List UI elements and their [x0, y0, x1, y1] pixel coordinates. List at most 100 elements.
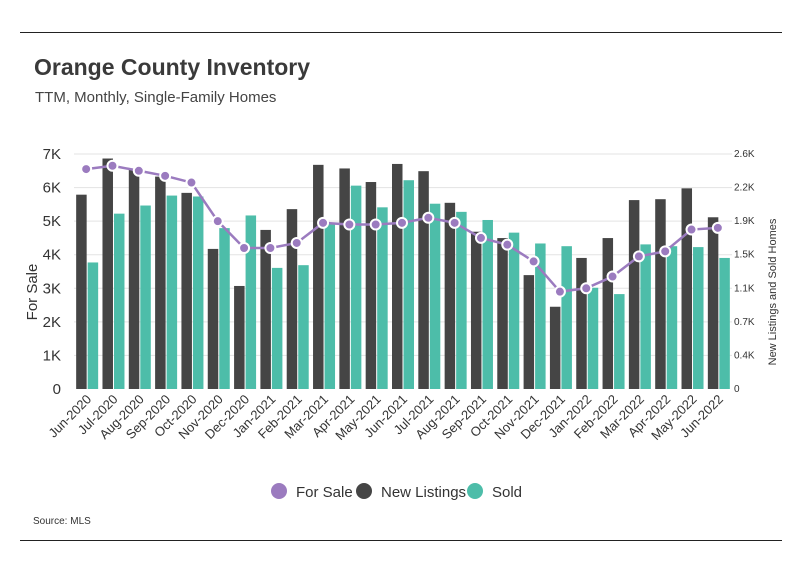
legend-label: Sold — [492, 484, 522, 501]
new-listings-bar — [549, 306, 561, 389]
legend-label: For Sale — [296, 484, 353, 501]
for-sale-point — [185, 176, 198, 189]
left-tick-label: 0 — [53, 381, 61, 398]
new-listings-bar — [102, 158, 113, 389]
right-axis-title: New Listings and Sold Homes — [767, 218, 779, 365]
sold-bar — [377, 207, 388, 389]
sold-bar — [140, 205, 151, 389]
for-sale-point — [422, 211, 435, 224]
for-sale-point — [106, 159, 119, 172]
sold-bar — [482, 219, 493, 389]
new-listings-bar — [128, 169, 140, 389]
sold-bar — [113, 213, 125, 389]
for-sale-line — [80, 159, 724, 298]
new-listings-bar — [339, 168, 350, 389]
for-sale-point — [474, 231, 487, 244]
sold-bar — [298, 265, 309, 389]
new-listings-bar — [444, 202, 456, 389]
left-tick-label: 3K — [43, 280, 61, 297]
for-sale-point — [317, 216, 330, 229]
for-sale-point — [580, 282, 593, 295]
new-listings-bar — [628, 200, 640, 389]
right-tick-label: 0.7K — [734, 317, 755, 328]
sold-bar — [587, 287, 599, 389]
sold-bar — [614, 294, 625, 389]
for-sale-point — [606, 270, 619, 283]
bottom-rule — [20, 540, 782, 541]
new-listings-bar — [286, 209, 298, 389]
for-sale-point — [159, 169, 172, 182]
for-sale-point — [80, 163, 93, 176]
for-sale-point — [501, 238, 514, 251]
new-listings-bar — [207, 248, 219, 389]
new-listings-bar — [707, 217, 719, 389]
chart-title: Orange County Inventory — [34, 54, 311, 80]
new-listings-bar — [392, 163, 403, 389]
left-tick-label: 5K — [43, 213, 61, 230]
sold-bar — [219, 228, 230, 389]
for-sale-point — [632, 250, 645, 263]
sold-bar — [403, 180, 414, 389]
new-listings-bar — [576, 257, 587, 389]
right-tick-label: 1.1K — [734, 283, 755, 294]
new-listings-bar — [76, 194, 87, 389]
sold-bar — [693, 247, 704, 389]
new-listings-bar — [234, 285, 245, 389]
new-listings-bar — [418, 171, 429, 389]
left-tick-label: 2K — [43, 314, 61, 331]
for-sale-point — [659, 245, 672, 258]
sold-bar — [271, 267, 283, 389]
left-tick-label: 6K — [43, 180, 61, 197]
sold-bar — [166, 195, 178, 389]
right-axis-ticks: 0 0.4K 0.7K 1.1K 1.5K 1.9K 2.2K 2.6K — [734, 149, 755, 395]
sold-bar — [245, 215, 257, 389]
right-tick-label: 0 — [734, 384, 740, 395]
new-listings-bar — [181, 192, 192, 389]
top-rule — [20, 32, 782, 33]
sold-bar — [719, 257, 730, 389]
left-axis-ticks: 0 1K 2K 3K 4K 5K 6K 7K — [43, 146, 61, 398]
sold-bar — [324, 223, 336, 389]
sold-bar — [87, 262, 99, 389]
left-tick-label: 4K — [43, 247, 61, 264]
for-sale-point — [238, 242, 251, 254]
for-sale-point — [711, 221, 724, 234]
new-listings-bar — [497, 238, 508, 389]
for-sale-point — [396, 216, 408, 229]
for-sale-point — [685, 223, 698, 236]
new-listings-bar — [602, 238, 614, 389]
right-tick-label: 1.9K — [734, 216, 755, 227]
right-tick-label: 2.6K — [734, 149, 755, 160]
chart-subtitle: TTM, Monthly, Single-Family Homes — [35, 89, 277, 106]
sold-bar — [456, 211, 467, 389]
sold-bar — [508, 232, 520, 389]
sold-bar — [192, 196, 204, 389]
sold-bar — [429, 203, 441, 389]
new-listings-bar — [470, 231, 482, 389]
for-sale-point — [553, 285, 566, 298]
new-listings-bar — [655, 199, 666, 389]
legend-marker — [271, 483, 287, 499]
bars — [76, 158, 730, 389]
sold-bar — [640, 244, 651, 389]
new-listings-bar — [365, 182, 377, 389]
for-sale-point — [527, 255, 540, 268]
sold-bar — [535, 243, 546, 389]
new-listings-bar — [260, 229, 271, 389]
for-sale-point — [290, 236, 303, 249]
new-listings-bar — [523, 275, 535, 389]
for-sale-point — [264, 242, 277, 254]
for-sale-point — [343, 218, 356, 231]
for-sale-point — [132, 164, 145, 177]
new-listings-bar — [681, 188, 693, 389]
left-axis-title: For Sale — [24, 264, 41, 321]
legend: For Sale New Listings Sold — [271, 483, 522, 501]
for-sale-point — [211, 215, 224, 228]
legend-marker — [356, 483, 372, 499]
left-tick-label: 1K — [43, 347, 61, 364]
sold-bar — [666, 246, 678, 389]
sold-bar — [350, 185, 362, 389]
source-note: Source: MLS — [33, 516, 91, 527]
for-sale-point — [448, 216, 461, 229]
